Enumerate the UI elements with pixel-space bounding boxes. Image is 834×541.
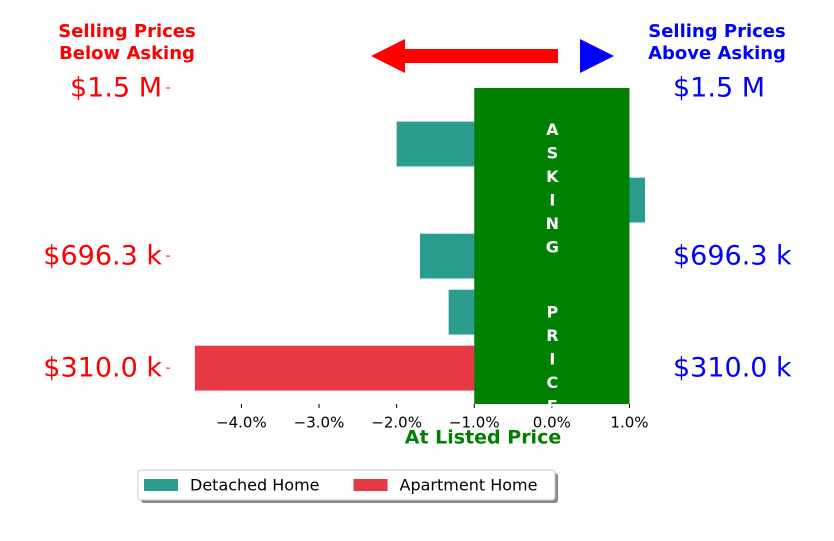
y-tick-label-right: $696.3 k bbox=[673, 241, 792, 272]
y-tick-label: $310.0 k bbox=[43, 353, 162, 384]
legend-box bbox=[137, 469, 556, 501]
arrow-shaft bbox=[403, 49, 558, 63]
y-tick-label: $1.5 M bbox=[70, 73, 162, 104]
legend: Detached Home Apartment Home bbox=[137, 469, 558, 503]
x-axis-label: At Listed Price bbox=[405, 427, 561, 449]
x-tick-label: −4.0% bbox=[216, 414, 267, 432]
asking-band bbox=[474, 88, 630, 404]
x-tick-label: −3.0% bbox=[294, 414, 345, 432]
legend-label: Apartment Home bbox=[400, 476, 538, 495]
legend-swatch bbox=[144, 479, 178, 491]
y-tick-label-right: $310.0 k bbox=[673, 353, 792, 384]
y-tick-label: $696.3 k bbox=[43, 241, 162, 272]
legend-label: Detached Home bbox=[190, 476, 320, 495]
annotation: Selling Prices Above Asking bbox=[648, 21, 786, 64]
annotation: Selling Prices Below Asking bbox=[58, 21, 195, 64]
arrow-head-left bbox=[371, 39, 405, 73]
arrow-head-right bbox=[580, 39, 614, 73]
x-tick-label: −1.0% bbox=[449, 414, 500, 432]
x-tick-label: 1.0% bbox=[610, 414, 648, 432]
legend-swatch bbox=[353, 479, 388, 491]
band-text: ASKING PRICE bbox=[542, 120, 562, 420]
x-tick-label: 0.0% bbox=[533, 414, 571, 432]
y-tick-label-right: $1.5 M bbox=[673, 73, 765, 104]
x-tick-label: −2.0% bbox=[371, 414, 422, 432]
